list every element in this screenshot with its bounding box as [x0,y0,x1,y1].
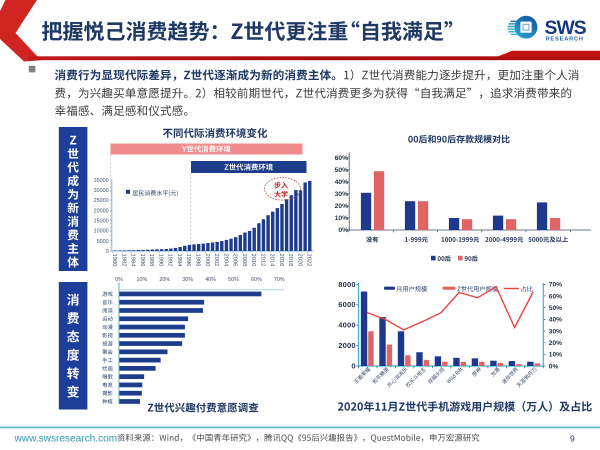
svg-text:30%: 30% [549,328,562,335]
svg-text:4000: 4000 [338,321,356,330]
svg-text:1984: 1984 [130,254,136,268]
svg-text:0%: 0% [115,277,123,283]
svg-text:1992: 1992 [167,254,173,267]
svg-text:5000: 5000 [97,239,109,245]
svg-text:SWS: SWS [545,18,587,39]
svg-text:35000: 35000 [94,178,109,184]
svg-text:10000: 10000 [94,229,109,235]
svg-text:1980: 1980 [111,254,117,267]
svg-text:2000: 2000 [338,341,356,350]
svg-text:2016: 2016 [278,254,284,267]
svg-text:50%: 50% [228,277,239,283]
svg-text:10%: 10% [137,277,148,283]
svg-text:www.swsresearch.com: www.swsresearch.com [14,434,118,445]
svg-text:60%: 60% [335,155,349,162]
svg-text:RESEARCH: RESEARCH [546,36,584,42]
svg-text:2006: 2006 [232,254,238,267]
svg-text:25000: 25000 [94,198,109,204]
svg-text:2020: 2020 [296,254,302,267]
svg-text:60%: 60% [251,277,262,283]
svg-text:2002: 2002 [213,254,219,267]
svg-text:20%: 20% [335,203,349,210]
svg-text:8000: 8000 [338,280,356,289]
svg-text:70%: 70% [274,277,285,283]
svg-text:6000: 6000 [338,300,356,309]
svg-text:1996: 1996 [185,254,191,267]
svg-text:15000: 15000 [94,218,109,224]
svg-text:1998: 1998 [195,254,201,267]
svg-text:2014: 2014 [269,254,275,268]
svg-text:20%: 20% [159,277,170,283]
svg-text:30000: 30000 [94,188,109,194]
svg-text:1982: 1982 [120,254,126,267]
svg-text:2010: 2010 [250,254,256,267]
svg-text:10%: 10% [549,352,562,359]
svg-text:2008: 2008 [241,254,247,267]
svg-text:70%: 70% [549,282,562,289]
svg-text:2022: 2022 [306,254,312,267]
svg-text:0%: 0% [338,227,348,234]
svg-text:60%: 60% [549,293,562,300]
svg-text:1988: 1988 [148,254,154,267]
svg-text:1986: 1986 [139,254,145,267]
svg-text:2012: 2012 [259,254,265,267]
svg-text:20%: 20% [549,340,562,347]
svg-text:20000: 20000 [94,208,109,214]
svg-text:2000: 2000 [204,254,210,267]
svg-text:1990: 1990 [157,254,163,267]
svg-text:9: 9 [570,434,575,444]
svg-text:0%: 0% [549,363,559,370]
svg-text:2004: 2004 [222,254,228,268]
svg-text:1994: 1994 [176,254,182,268]
svg-text:30%: 30% [335,191,349,198]
svg-text:40%: 40% [549,317,562,324]
svg-text:2018: 2018 [287,254,293,267]
svg-text:0: 0 [351,361,355,370]
svg-text:40%: 40% [335,179,349,186]
svg-text:50%: 50% [549,305,562,312]
svg-text:50%: 50% [335,167,349,174]
svg-text:10%: 10% [335,215,349,222]
svg-text:40%: 40% [205,277,216,283]
svg-text:0: 0 [106,249,109,255]
svg-text:30%: 30% [182,277,193,283]
